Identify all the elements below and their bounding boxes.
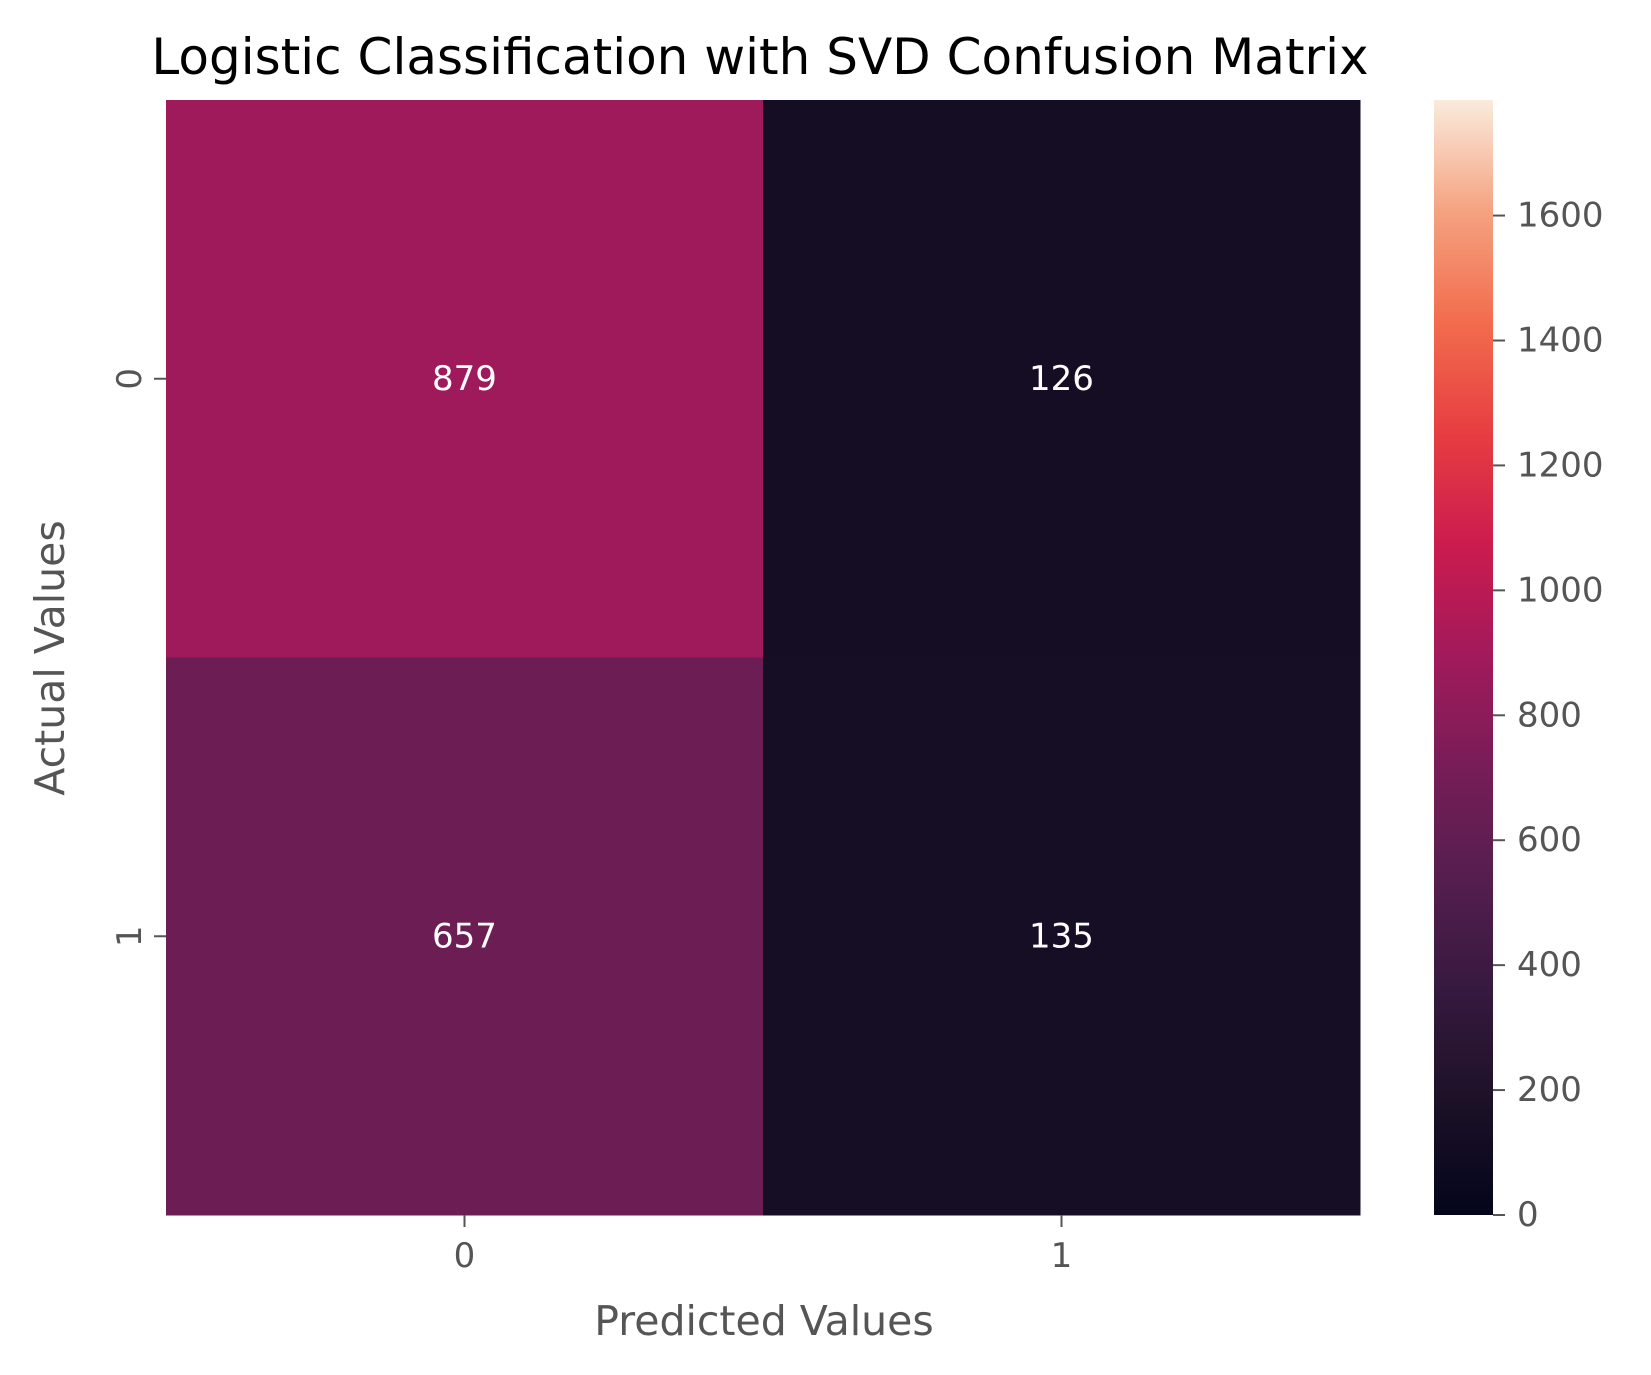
y-axis-label: Actual Values [26, 520, 74, 795]
cell-value-1-0: 657 [432, 916, 497, 956]
heatmap-cells [166, 100, 1361, 1216]
colorbar-tick-label-7: 1400 [1517, 320, 1604, 360]
cell-value-0-1: 126 [1029, 359, 1094, 399]
y-axis-ticks: 01 [110, 368, 166, 947]
colorbar-tick-label-1: 200 [1517, 1070, 1582, 1110]
colorbar-tick-label-3: 600 [1517, 820, 1582, 860]
colorbar [1434, 100, 1493, 1215]
colorbar-tick-label-6: 1200 [1517, 445, 1604, 485]
heatmap-cell-1-0 [166, 657, 764, 1216]
colorbar-tick-label-5: 1000 [1517, 570, 1604, 610]
colorbar-tick-label-4: 800 [1517, 695, 1582, 735]
heatmap-cell-1-1 [763, 657, 1361, 1216]
heatmap-cell-labels: 879 126 657 135 [432, 359, 1094, 957]
colorbar-ticks: 0 200 400 600 800 1000 1200 1400 1600 [1493, 196, 1604, 1235]
x-tick-label-1: 1 [1051, 1236, 1073, 1276]
x-tick-label-0: 0 [454, 1236, 476, 1276]
colorbar-tick-label-2: 400 [1517, 945, 1582, 985]
heatmap-cell-0-1 [763, 100, 1361, 658]
y-tick-label-1: 1 [110, 925, 150, 947]
cell-value-0-0: 879 [432, 359, 497, 399]
chart-title: Logistic Classification with SVD Confusi… [151, 28, 1368, 86]
heatmap-cell-0-0 [166, 100, 764, 658]
cell-value-1-1: 135 [1029, 916, 1094, 956]
colorbar-tick-label-0: 0 [1517, 1195, 1539, 1235]
y-tick-label-0: 0 [110, 368, 150, 390]
colorbar-tick-label-8: 1600 [1517, 196, 1604, 236]
x-axis-label: Predicted Values [594, 1297, 933, 1345]
